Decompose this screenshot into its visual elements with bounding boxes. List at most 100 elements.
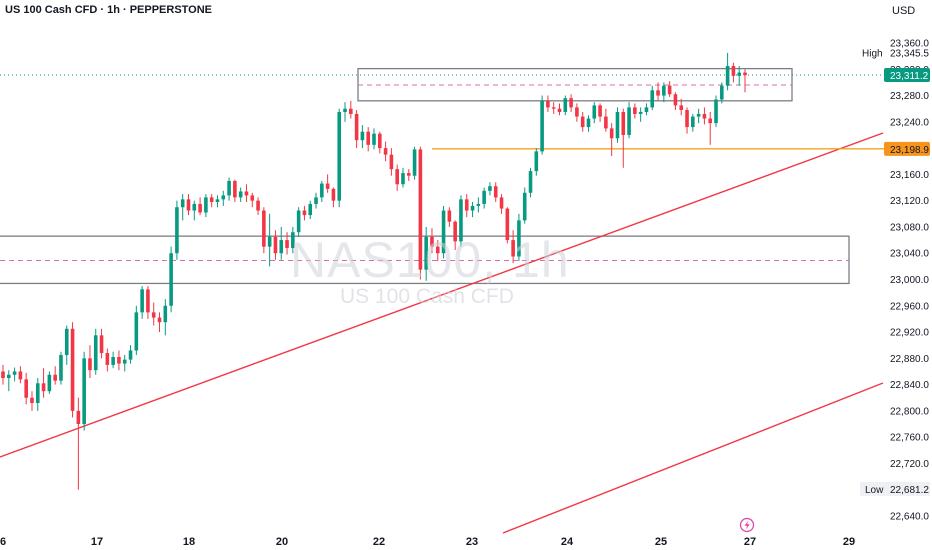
- candle: [262, 207, 266, 254]
- candle: [215, 195, 220, 208]
- price-axis: 23,360.023,320.023,280.023,240.023,200.0…: [890, 39, 929, 523]
- candle: [714, 95, 718, 128]
- x-tick-label: 18: [183, 536, 195, 548]
- watermark-symbol: NAS100, 1h: [290, 232, 570, 288]
- candle: [291, 226, 295, 254]
- candle: [493, 182, 498, 202]
- candle: [557, 103, 562, 116]
- y-tick-label: 23,280.0: [890, 91, 929, 102]
- candle: [372, 128, 376, 150]
- candle: [250, 192, 255, 208]
- candle: [383, 141, 388, 162]
- candle: [511, 230, 515, 264]
- candle: [366, 127, 371, 152]
- candle: [563, 95, 568, 116]
- candle: [575, 103, 579, 122]
- y-tick-label: 22,720.0: [890, 459, 929, 470]
- candle: [424, 226, 428, 281]
- candle: [679, 98, 684, 116]
- candle: [1, 364, 5, 385]
- candle: [505, 207, 510, 244]
- last-price-badge: [884, 68, 930, 83]
- candle: [227, 177, 231, 201]
- candle: [157, 312, 162, 333]
- y-tick-label: 22,800.0: [890, 406, 929, 417]
- candle: [737, 65, 742, 86]
- y-tick-label: 22,960.0: [890, 301, 929, 312]
- lower-trendline[interactable]: [502, 382, 884, 534]
- candle: [99, 328, 104, 359]
- upper-trendline[interactable]: [0, 132, 884, 458]
- candle: [296, 207, 301, 237]
- candle: [151, 302, 156, 326]
- candle: [638, 107, 643, 122]
- candle: [401, 167, 405, 188]
- candle: [725, 52, 730, 91]
- low-label: Low: [865, 485, 884, 496]
- candle: [343, 102, 347, 122]
- y-tick-label: 22,880.0: [890, 354, 929, 365]
- y-tick-label: 22,760.0: [890, 433, 929, 444]
- candle: [41, 368, 46, 398]
- y-tick-label: 23,360.0: [890, 39, 929, 50]
- candle: [633, 103, 637, 119]
- candle: [540, 95, 544, 155]
- candle: [111, 351, 115, 369]
- candle: [488, 182, 492, 196]
- x-tick-label: 24: [561, 536, 574, 548]
- lightning-icon[interactable]: [739, 517, 755, 533]
- candle: [412, 146, 417, 180]
- candle: [337, 108, 342, 208]
- high-value: 23,345.5: [890, 49, 929, 60]
- support-level-value: 23,198.9: [890, 145, 929, 156]
- candle: [180, 194, 185, 221]
- candle: [720, 82, 724, 104]
- candle: [743, 69, 747, 93]
- candle: [233, 179, 237, 202]
- candle: [598, 103, 602, 122]
- candle: [650, 85, 655, 111]
- candle: [696, 108, 701, 124]
- candle: [604, 108, 608, 132]
- candle: [528, 167, 533, 198]
- low-value: 22,681.2: [890, 485, 929, 496]
- currency-label[interactable]: USD: [892, 5, 916, 17]
- y-tick-label: 23,160.0: [890, 170, 929, 181]
- candle: [406, 169, 411, 181]
- x-tick-label: 20: [276, 536, 288, 548]
- candle: [59, 351, 63, 385]
- candle: [441, 205, 446, 259]
- y-tick-label: 22,640.0: [890, 512, 929, 523]
- candle: [209, 194, 214, 208]
- candle: [517, 213, 521, 262]
- candle: [12, 367, 17, 382]
- x-tick-label: 23: [466, 536, 478, 548]
- candle: [447, 207, 452, 227]
- support-zone-box[interactable]: [0, 235, 850, 285]
- candle: [256, 197, 260, 216]
- candle: [308, 200, 313, 220]
- x-tick-label: 29: [843, 536, 855, 548]
- candle: [175, 200, 179, 260]
- candle: [53, 366, 57, 385]
- candle: [395, 164, 399, 191]
- candle: [30, 391, 34, 411]
- x-tick-label: 17: [91, 536, 103, 548]
- candle: [627, 102, 631, 139]
- candle: [546, 95, 550, 112]
- x-tick-label: 6: [0, 536, 6, 548]
- candle: [64, 325, 69, 365]
- candle: [320, 180, 324, 202]
- candle: [534, 148, 539, 176]
- candle: [349, 100, 353, 119]
- candle: [47, 371, 52, 394]
- candle: [470, 201, 475, 218]
- candle: [76, 397, 81, 490]
- candle: [702, 107, 707, 125]
- candle: [244, 184, 249, 202]
- x-tick-label: 25: [655, 536, 667, 548]
- candle: [238, 187, 243, 202]
- candle: [314, 192, 318, 209]
- candle: [644, 103, 649, 116]
